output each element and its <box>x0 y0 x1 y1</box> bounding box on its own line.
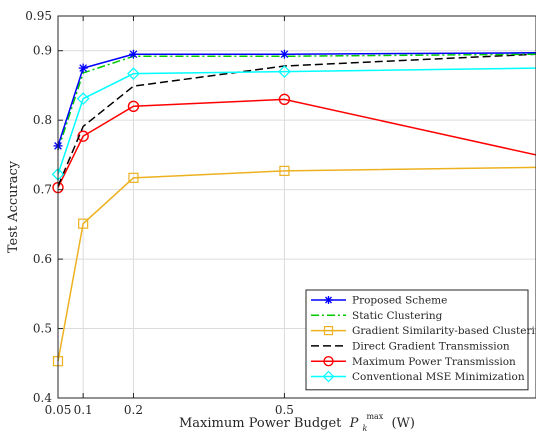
legend-entry: Static Clustering <box>311 310 443 322</box>
legend-label: Static Clustering <box>352 310 443 322</box>
y-axis-label-group: Test Accuracy <box>6 160 21 253</box>
data-point <box>279 165 290 176</box>
data-point <box>78 63 88 73</box>
legend-label: Direct Gradient Transmission <box>352 341 510 353</box>
y-tick-label: 0.4 <box>33 391 52 405</box>
legend-marker <box>322 370 335 383</box>
x-axis-label-text: Maximum Power Budget <box>179 416 342 431</box>
series-line <box>57 52 536 147</box>
legend-entry: Maximum Power Transmission <box>311 356 516 368</box>
series-maximum-power-transmission <box>52 93 536 194</box>
legend-marker <box>324 296 333 304</box>
data-point <box>128 172 139 183</box>
series-line <box>57 67 536 175</box>
y-tick-label: 0.5 <box>33 322 52 336</box>
y-tick-label: 0.6 <box>33 252 52 266</box>
legend-box <box>305 289 529 391</box>
data-point <box>127 100 140 112</box>
series-layer <box>51 49 536 367</box>
data-point <box>127 67 140 80</box>
y-tick-label: 0.7 <box>33 183 52 197</box>
x-axis-label-unit: (W) <box>391 416 415 431</box>
data-point <box>278 93 291 106</box>
legend-label: Proposed Scheme <box>352 295 447 307</box>
star-marker-stroke <box>129 50 138 59</box>
x-axis-label-superscript: max <box>366 412 383 421</box>
plot-frame <box>57 15 536 399</box>
data-point <box>78 218 89 229</box>
star-marker-stroke <box>325 296 332 304</box>
x-axis-label: Maximum Power Budget P k max (W) <box>179 408 415 434</box>
legend: Proposed Scheme Static Clustering Gradient… <box>305 289 536 391</box>
legend-entry: Proposed Scheme <box>311 295 447 307</box>
x-axis-label-subscript: k <box>362 424 367 433</box>
series-proposed-scheme <box>53 49 536 151</box>
series-line <box>57 53 536 187</box>
x-tick-label: 0.1 <box>74 403 93 417</box>
x-tick-label: 0.5 <box>275 403 294 417</box>
data-point <box>77 130 89 142</box>
legend-entry: Gradient Similarity-based Clustering <box>311 325 536 337</box>
data-point <box>128 49 138 59</box>
legend-entry: Direct Gradient Transmission <box>311 341 510 353</box>
x-axis-label-symbol: P <box>349 416 359 431</box>
legend-entry: Conventional MSE Minimization <box>311 370 525 383</box>
y-tick-label: 0.9 <box>33 44 52 58</box>
data-point <box>278 65 291 78</box>
star-marker-stroke <box>280 50 289 59</box>
legend-label: Gradient Similarity-based Clustering <box>352 325 536 337</box>
x-tick-label: 0.05 <box>45 403 72 417</box>
legend-marker <box>323 326 334 336</box>
legend-label: Maximum Power Transmission <box>352 356 516 368</box>
series-conventional-mse-minimization <box>51 65 536 181</box>
star-marker-stroke <box>79 64 87 72</box>
data-point <box>76 92 90 105</box>
axis-ticks: 0.05 0.1 0.2 0.5 0.4 0.5 0.6 0.7 0.8 0.9 0.95 <box>25 9 294 417</box>
series-direct-gradient-transmission <box>57 53 536 187</box>
data-point <box>279 49 289 59</box>
legend-label: Conventional MSE Minimization <box>352 371 525 383</box>
x-tick-label: 0.2 <box>124 403 143 417</box>
y-tick-label: 0.95 <box>25 9 52 23</box>
y-tick-label: 0.8 <box>33 113 52 127</box>
series-line <box>57 166 536 362</box>
legend-marker <box>323 356 334 367</box>
y-axis-label: Test Accuracy <box>6 160 21 253</box>
series-line <box>57 98 536 188</box>
